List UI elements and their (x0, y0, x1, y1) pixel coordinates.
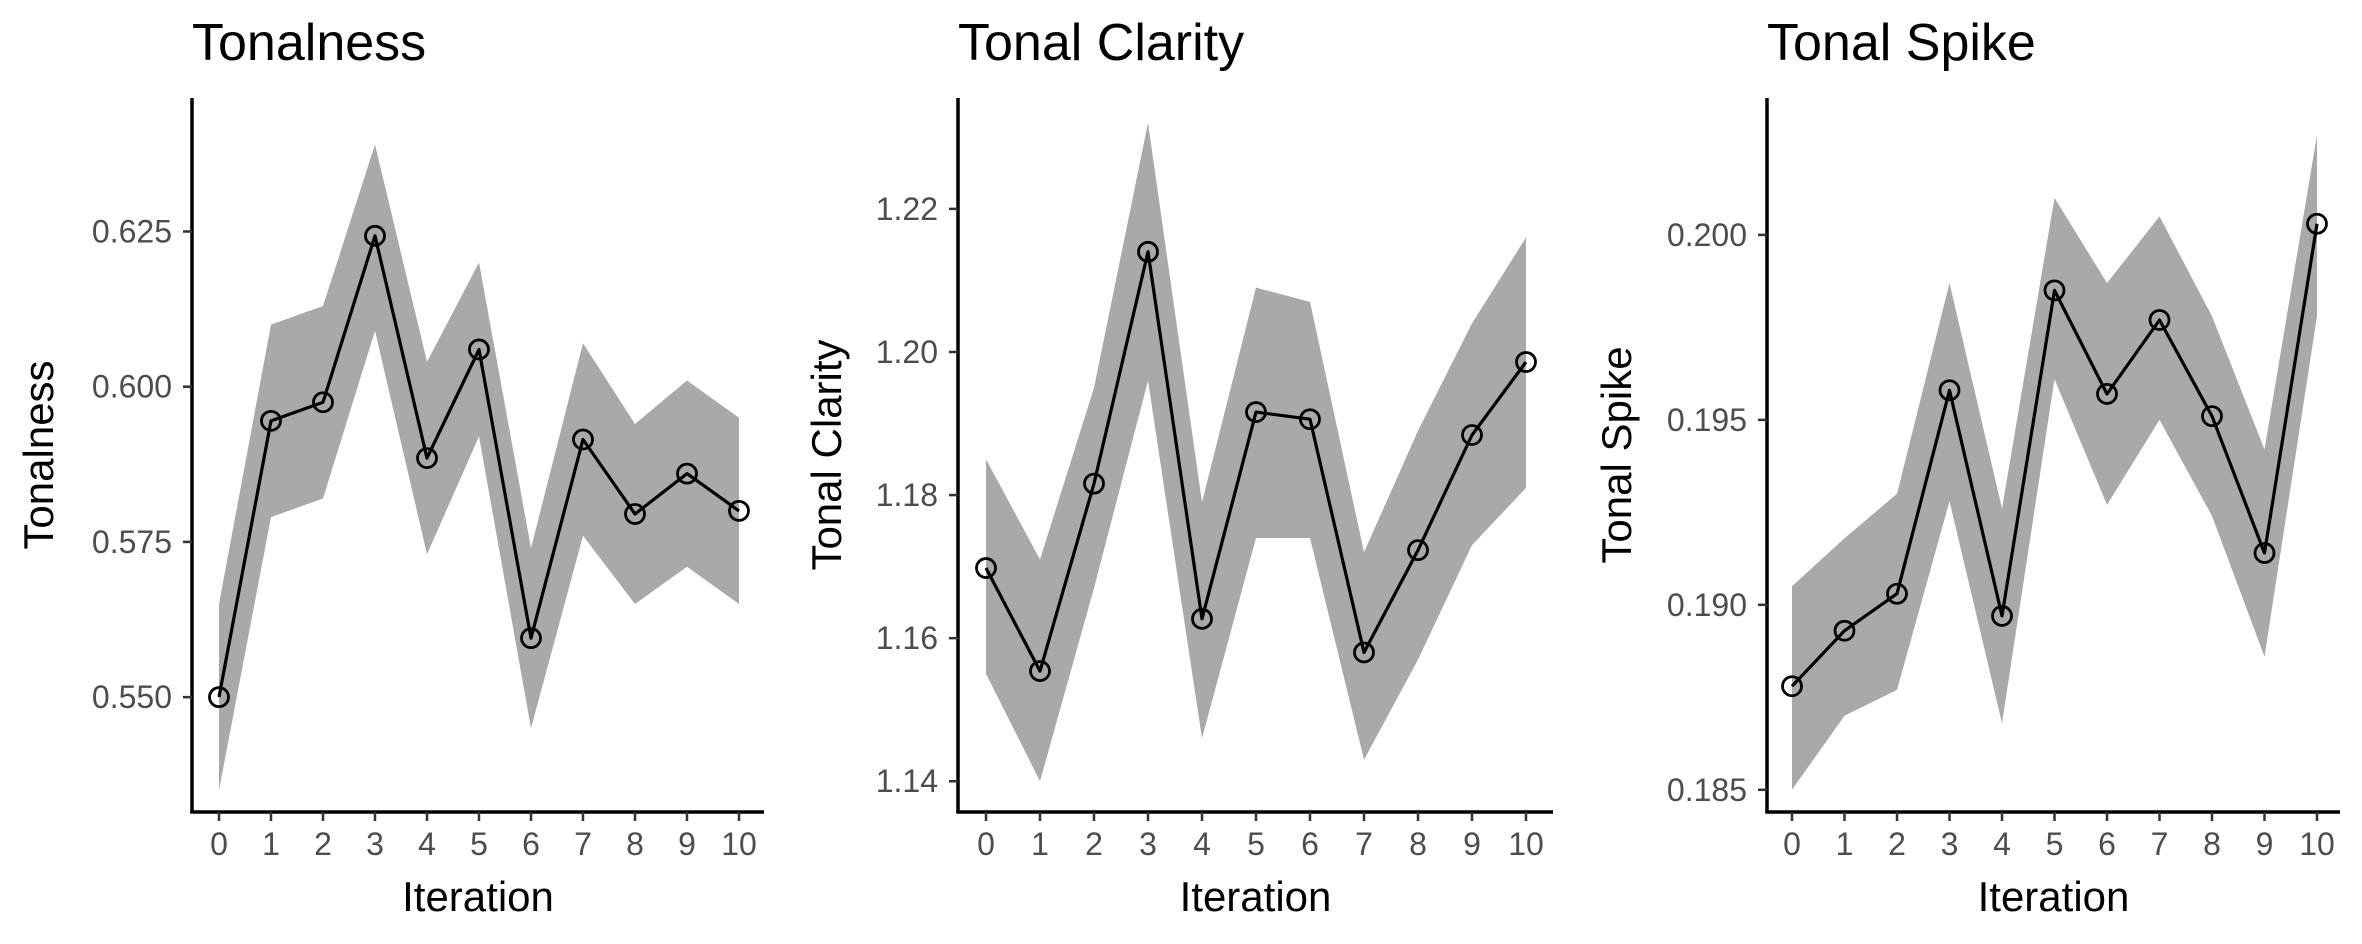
data-point (2306, 212, 2328, 235)
x-tick-label: 10 (721, 826, 757, 862)
x-tick-label: 9 (2256, 826, 2274, 862)
chart-title: Tonal Clarity (958, 14, 1244, 72)
data-point (728, 499, 750, 522)
x-tick-label: 6 (522, 826, 540, 862)
data-point (364, 224, 386, 247)
x-axis-label: Iteration (1978, 873, 2130, 920)
y-tick-label: 0.200 (1667, 217, 1747, 253)
x-tick-label: 9 (1463, 826, 1481, 862)
x-tick-label: 1 (262, 826, 280, 862)
series-line (1790, 223, 2319, 688)
data-point (312, 391, 334, 414)
data-point (2148, 309, 2171, 331)
chart-panel-3: 0.185 0.190 0.195 0.200 0 1 2 3 4 5 6 7 8 9 10 Tonal Sp… (1593, 14, 2340, 920)
x-axis-label: Iteration (1180, 873, 1332, 920)
data-point (624, 503, 646, 525)
x-tick-label: 2 (1888, 826, 1906, 862)
data-point (975, 557, 997, 579)
x-tick-label: 7 (1355, 826, 1373, 862)
data-point (1938, 379, 1961, 402)
x-tick-label: 0 (210, 826, 228, 862)
confidence-band (1792, 135, 2317, 790)
data-point (1191, 607, 1213, 630)
data-point (1083, 472, 1105, 495)
x-tick-label: 0 (977, 826, 995, 862)
x-tick-label: 5 (470, 826, 488, 862)
x-tick-label: 4 (1993, 826, 2011, 862)
y-axis-label: Tonalness (15, 360, 62, 549)
x-tick-label: 3 (1941, 826, 1959, 862)
data-point (1515, 351, 1537, 373)
y-tick-label: 1.20 (876, 334, 938, 370)
chart-panel-2: 1.14 1.16 1.18 1.20 1.22 0 1 2 3 4 5 6 7 8 9 10 Tonal Cl… (803, 14, 1553, 920)
data-point (1407, 539, 1429, 562)
data-point (1781, 675, 1803, 698)
x-tick-label: 8 (2203, 826, 2221, 862)
x-tick-label: 1 (1836, 826, 1854, 862)
y-tick-label: 1.22 (876, 191, 938, 227)
x-tick-label: 3 (366, 826, 384, 862)
x-tick-label: 3 (1139, 826, 1157, 862)
y-tick-label: 0.600 (92, 369, 172, 405)
data-point (416, 447, 438, 470)
series-line (217, 234, 740, 698)
data-point (260, 409, 282, 432)
data-point (1886, 582, 1908, 605)
chart-panel-1: 0.550 0.575 0.600 0.625 0 1 2 3 4 5 6 7 8 9 10 Tonalnes… (15, 14, 764, 920)
x-tick-label: 7 (2151, 826, 2169, 862)
x-tick-label: 1 (1031, 826, 1049, 862)
x-tick-label: 7 (574, 826, 592, 862)
series-line (984, 250, 1528, 673)
x-tick-label: 5 (1247, 826, 1265, 862)
x-tick-label: 2 (314, 826, 332, 862)
data-point (1461, 424, 1483, 446)
x-tick-label: 10 (2299, 826, 2335, 862)
x-tick-label: 8 (626, 826, 644, 862)
x-tick-label: 9 (678, 826, 696, 862)
data-point (2253, 542, 2276, 564)
y-tick-label: 0.190 (1667, 587, 1747, 623)
data-point (1833, 619, 1856, 642)
y-axis-label: Tonal Clarity (803, 339, 850, 570)
x-tick-label: 8 (1409, 826, 1427, 862)
x-tick-label: 5 (2046, 826, 2064, 862)
data-point (1299, 408, 1321, 431)
y-tick-label: 0.625 (92, 213, 172, 249)
data-point (468, 338, 490, 361)
x-tick-label: 0 (1783, 826, 1801, 862)
data-point (2043, 279, 2066, 302)
data-point (1029, 660, 1051, 682)
x-tick-label: 10 (1508, 826, 1544, 862)
x-axis-label: Iteration (402, 873, 554, 920)
data-point (2201, 405, 2223, 428)
data-point (676, 462, 698, 485)
data-point (1245, 401, 1267, 423)
y-tick-label: 0.550 (92, 679, 172, 715)
data-point (208, 686, 230, 709)
data-point (1353, 641, 1375, 664)
y-axis-label: Tonal Spike (1593, 346, 1640, 563)
data-point (572, 428, 594, 451)
y-tick-label: 0.185 (1667, 772, 1747, 808)
x-tick-label: 2 (1085, 826, 1103, 862)
x-tick-label: 4 (418, 826, 436, 862)
confidence-band (986, 123, 1526, 782)
x-tick-label: 4 (1193, 826, 1211, 862)
data-point (1137, 240, 1159, 263)
y-tick-label: 1.18 (876, 477, 938, 513)
y-tick-label: 0.195 (1667, 402, 1747, 438)
y-tick-label: 1.14 (876, 763, 938, 799)
data-point (2096, 383, 2118, 405)
x-tick-label: 6 (1301, 826, 1319, 862)
data-point (1991, 605, 2013, 627)
x-tick-label: 6 (2098, 826, 2116, 862)
y-tick-label: 0.575 (92, 524, 172, 560)
chart-title: Tonalness (192, 14, 426, 72)
y-tick-label: 1.16 (876, 620, 938, 656)
chart-title: Tonal Spike (1767, 14, 2036, 72)
data-point (520, 627, 542, 650)
confidence-band (219, 144, 739, 791)
